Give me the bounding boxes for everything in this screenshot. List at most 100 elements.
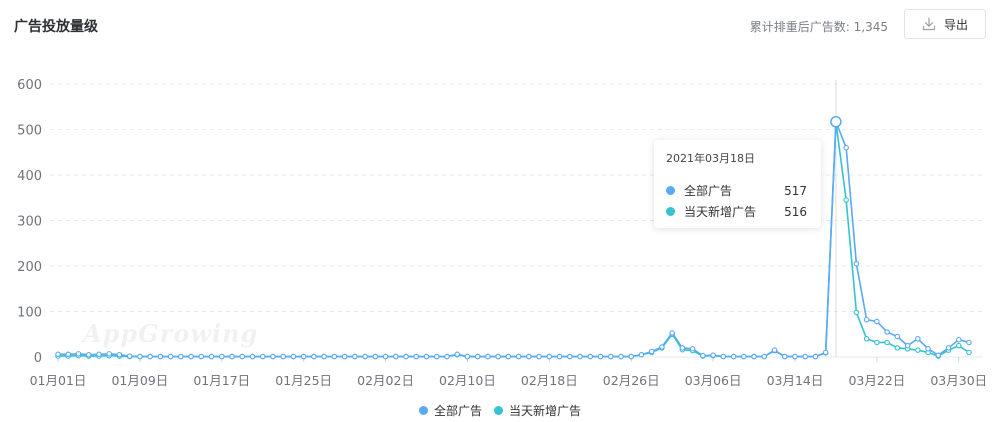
series-point-1 bbox=[884, 339, 890, 346]
tooltip-name-all-ads: 全部广告 bbox=[684, 184, 733, 198]
series-point-0 bbox=[454, 351, 460, 358]
chart-legend: 全部广告 当天新增广告 bbox=[0, 402, 1000, 419]
x-tick-label: 03月06日 bbox=[685, 373, 742, 388]
tooltip-date: 2021年03月18日 bbox=[666, 152, 755, 165]
series-point-0 bbox=[157, 353, 164, 360]
series-point-0 bbox=[126, 353, 133, 359]
series-point-1 bbox=[966, 349, 972, 356]
series-point-0 bbox=[700, 352, 706, 359]
series-point-0 bbox=[659, 344, 665, 350]
series-point-0 bbox=[485, 353, 491, 360]
y-tick-label: 0 bbox=[34, 351, 42, 366]
y-tick-label: 500 bbox=[17, 124, 42, 139]
y-tick-label: 300 bbox=[17, 215, 42, 230]
series-point-0 bbox=[249, 353, 256, 360]
series-point-0 bbox=[178, 353, 184, 360]
series-point-0 bbox=[822, 349, 829, 356]
x-tick-label: 02月26日 bbox=[603, 373, 660, 388]
series-point-0 bbox=[792, 353, 798, 360]
series-point-0 bbox=[167, 353, 174, 360]
series-point-0 bbox=[372, 353, 379, 360]
series-point-0 bbox=[137, 353, 143, 360]
export-label: 导出 bbox=[943, 17, 968, 32]
series-line-0 bbox=[58, 120, 970, 358]
tooltip-dot-all-ads bbox=[666, 186, 675, 195]
export-button[interactable]: 导出 bbox=[904, 9, 986, 39]
series-point-0 bbox=[382, 353, 389, 360]
series-line-1 bbox=[58, 121, 970, 358]
series-point-0 bbox=[208, 353, 215, 360]
tooltip-name-new-ads: 当天新增广告 bbox=[684, 205, 757, 219]
x-tick-label: 01月17日 bbox=[193, 373, 250, 388]
tooltip-dot-new-ads bbox=[666, 207, 675, 216]
series-point-0 bbox=[679, 345, 686, 351]
series-point-0 bbox=[751, 353, 757, 360]
x-tick-label: 02月18日 bbox=[521, 373, 578, 388]
y-tick-label: 100 bbox=[17, 306, 42, 321]
series-point-0 bbox=[956, 336, 962, 343]
series-point-0 bbox=[526, 353, 532, 360]
highlight-point bbox=[830, 116, 842, 128]
series-point-0 bbox=[116, 351, 123, 358]
series-point-1 bbox=[894, 345, 901, 351]
series-point-0 bbox=[546, 353, 553, 360]
series-point-0 bbox=[648, 348, 655, 355]
series-point-0 bbox=[935, 352, 942, 358]
legend-dot-new-ads bbox=[494, 406, 503, 415]
series-point-0 bbox=[85, 351, 92, 358]
series-point-0 bbox=[843, 144, 849, 151]
series-point-0 bbox=[393, 353, 399, 360]
series-point-1 bbox=[843, 197, 849, 203]
series-point-0 bbox=[966, 339, 972, 346]
card-title: 广告投放量级 bbox=[14, 19, 98, 35]
y-tick-label: 400 bbox=[17, 169, 42, 184]
series-point-0 bbox=[280, 353, 286, 360]
series-point-0 bbox=[925, 346, 931, 352]
legend-dot-all-ads bbox=[418, 406, 428, 415]
series-point-0 bbox=[515, 353, 522, 360]
series-point-0 bbox=[945, 345, 952, 351]
series-point-0 bbox=[771, 347, 778, 353]
series-point-0 bbox=[413, 353, 420, 360]
series-point-0 bbox=[782, 353, 788, 360]
series-point-0 bbox=[239, 353, 245, 360]
series-point-0 bbox=[730, 353, 737, 360]
series-point-0 bbox=[96, 351, 102, 358]
series-point-0 bbox=[874, 318, 880, 325]
series-point-0 bbox=[75, 351, 82, 357]
series-point-1 bbox=[956, 342, 962, 349]
legend-item-new-ads[interactable]: 当天新增广告 bbox=[494, 402, 581, 419]
chart-tooltip: 2021年03月18日 全部广告 517 当天新增广告 516 bbox=[654, 140, 821, 228]
series-point-0 bbox=[761, 353, 768, 360]
series-point-0 bbox=[106, 351, 112, 357]
tooltip-value-all-ads: 517 bbox=[784, 183, 807, 198]
series-point-0 bbox=[270, 353, 276, 360]
legend-item-all-ads[interactable]: 全部广告 bbox=[418, 402, 482, 419]
y-tick-label: 600 bbox=[17, 78, 42, 93]
series-point-0 bbox=[403, 353, 409, 360]
series-point-0 bbox=[556, 353, 563, 360]
x-tick-label: 02月10日 bbox=[439, 373, 496, 388]
series-point-0 bbox=[618, 353, 624, 360]
x-tick-label: 02月02日 bbox=[357, 373, 414, 388]
series-point-0 bbox=[188, 353, 194, 360]
series-point-0 bbox=[474, 353, 481, 360]
dedup-ad-count: 累计排重后广告数: 1,345 bbox=[749, 20, 888, 34]
legend-label-all-ads: 全部广告 bbox=[433, 404, 482, 418]
series-point-0 bbox=[669, 330, 675, 336]
tooltip-row-new-ads: 当天新增广告 516 bbox=[666, 201, 809, 222]
series-point-0 bbox=[638, 351, 645, 358]
x-tick-label: 01月09日 bbox=[111, 373, 168, 388]
tooltip-value-new-ads: 516 bbox=[784, 204, 807, 219]
x-tick-label: 03月22日 bbox=[848, 373, 905, 388]
series-point-0 bbox=[710, 352, 716, 358]
series-point-0 bbox=[904, 342, 911, 349]
series-point-0 bbox=[863, 316, 870, 323]
series-point-0 bbox=[495, 353, 501, 360]
card-header: 广告投放量级 累计排重后广告数: 1,345 导出 bbox=[0, 0, 1000, 50]
series-point-0 bbox=[802, 353, 808, 360]
series-point-0 bbox=[300, 353, 307, 360]
